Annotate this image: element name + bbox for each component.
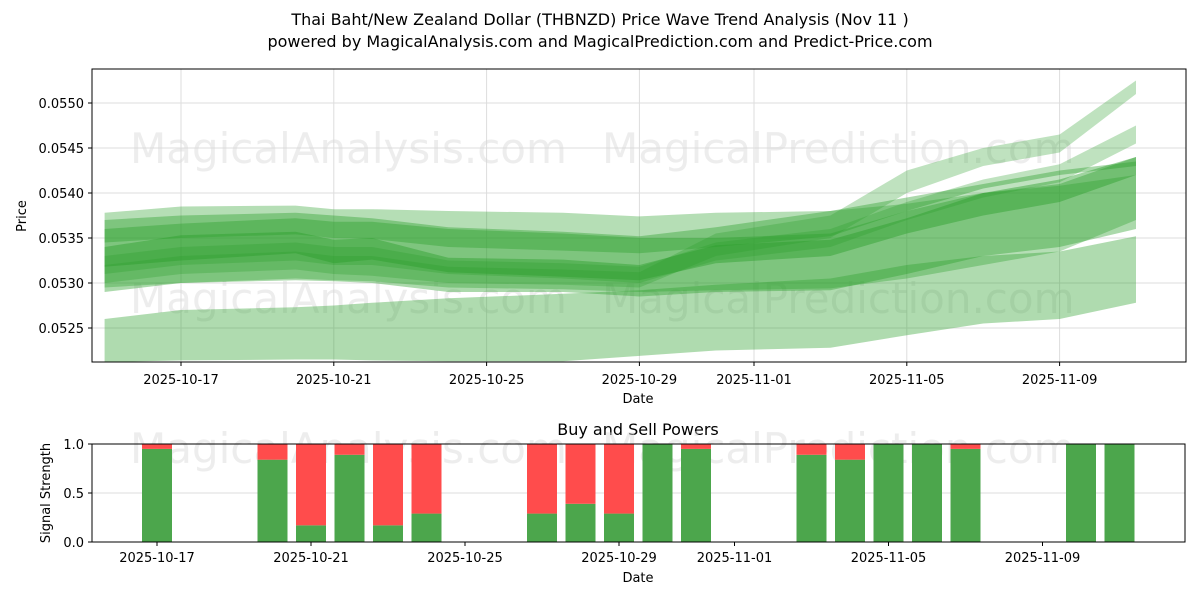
buy-sell-bars — [142, 444, 1135, 542]
buy-bar — [1066, 444, 1096, 542]
watermark-text: MagicalAnalysis.com — [130, 274, 567, 323]
chart-title: Thai Baht/New Zealand Dollar (THBNZD) Pr… — [291, 10, 909, 29]
sell-bar — [796, 444, 827, 455]
x-tick-label: 2025-10-21 — [296, 373, 372, 388]
y-tick-label: 1.0 — [63, 438, 84, 453]
y-tick-label: 0.5 — [63, 487, 84, 502]
wave-band — [104, 161, 1137, 254]
y-tick-label: 0.0545 — [39, 142, 85, 157]
x-tick-label: 2025-10-17 — [143, 373, 219, 388]
wave-band — [104, 236, 1136, 362]
wave-bands — [104, 80, 1137, 362]
y-tick-label: 0.0535 — [39, 232, 85, 247]
x-tick-label: 2025-10-25 — [449, 373, 525, 388]
x-tick-label: 2025-10-29 — [602, 373, 678, 388]
wave-band — [104, 80, 1137, 288]
price-y-axis-label: Price — [15, 200, 30, 232]
x-tick-label: 2025-10-25 — [427, 551, 503, 566]
buy-sell-y-axis: 0.0 0.5 1.0 — [63, 438, 92, 551]
watermark-text: MagicalPrediction.com — [602, 274, 1075, 323]
price-chart: MagicalAnalysis.com MagicalPrediction.co… — [15, 68, 1187, 407]
sell-bar — [950, 444, 981, 449]
wave-band — [104, 157, 1137, 281]
sell-bar — [257, 444, 288, 460]
buy-sell-y-axis-label: Signal Strength — [39, 443, 54, 543]
x-tick-label: 2025-11-05 — [869, 373, 945, 388]
wave-band — [104, 157, 1137, 297]
wave-band — [104, 125, 1137, 283]
buy-bar — [912, 444, 942, 542]
buy-bar — [1104, 444, 1135, 542]
buy-sell-x-axis: 2025-10-17 2025-10-21 2025-10-25 2025-10-29… — [119, 542, 1080, 566]
buy-bar — [681, 448, 711, 542]
buy-bar — [835, 459, 865, 542]
x-tick-label: 2025-10-17 — [119, 551, 195, 566]
buy-bar — [565, 503, 596, 542]
buy-bar — [873, 444, 904, 542]
wave-band — [104, 175, 1137, 292]
buy-sell-x-axis-label: Date — [622, 571, 653, 586]
buy-sell-chart: Buy and Sell Powers MagicalAnalysis.com … — [39, 420, 1186, 586]
sell-bar — [604, 444, 634, 514]
watermark-text: MagicalAnalysis.com — [130, 124, 567, 173]
y-tick-label: 0.0530 — [39, 277, 85, 292]
sell-bar — [296, 444, 326, 526]
buy-bar — [296, 525, 326, 542]
price-grid — [92, 69, 1186, 362]
watermark-text: MagicalPrediction.com — [602, 124, 1075, 173]
buy-bar — [142, 448, 172, 542]
sell-bar — [565, 444, 596, 504]
chart-subtitle: powered by MagicalAnalysis.com and Magic… — [267, 32, 933, 51]
x-tick-label: 2025-11-01 — [716, 373, 792, 388]
x-tick-label: 2025-11-09 — [1005, 551, 1081, 566]
buy-bar — [950, 448, 981, 542]
buy-bar — [604, 513, 634, 542]
x-tick-label: 2025-10-21 — [273, 551, 349, 566]
watermark-layer: MagicalAnalysis.com MagicalPrediction.co… — [130, 124, 1075, 323]
y-tick-label: 0.0550 — [39, 97, 85, 112]
sell-bar — [373, 444, 403, 526]
buy-sell-title: Buy and Sell Powers — [557, 420, 719, 439]
sell-bar — [334, 444, 365, 455]
x-tick-label: 2025-11-05 — [851, 551, 927, 566]
price-x-axis: 2025-10-17 2025-10-21 2025-10-25 2025-10-29… — [143, 362, 1097, 388]
buy-bar — [796, 454, 827, 542]
x-tick-label: 2025-10-29 — [581, 551, 657, 566]
x-tick-label: 2025-11-01 — [697, 551, 773, 566]
price-y-axis: 0.0525 0.0530 0.0535 0.0540 0.0545 0.0550 — [39, 97, 92, 337]
sell-bar — [142, 444, 172, 449]
x-tick-label: 2025-11-09 — [1022, 373, 1098, 388]
y-tick-label: 0.0 — [63, 536, 84, 551]
buy-bar — [257, 459, 288, 542]
sell-bar — [681, 444, 711, 449]
y-tick-label: 0.0540 — [39, 187, 85, 202]
buy-bar — [334, 454, 365, 542]
sell-bar — [411, 444, 442, 514]
buy-bar — [527, 513, 557, 542]
buy-bar — [642, 444, 673, 542]
buy-bar — [411, 513, 442, 542]
sell-bar — [527, 444, 557, 514]
y-tick-label: 0.0525 — [39, 322, 85, 337]
sell-bar — [835, 444, 865, 460]
price-x-axis-label: Date — [622, 392, 653, 407]
buy-bar — [373, 525, 403, 542]
